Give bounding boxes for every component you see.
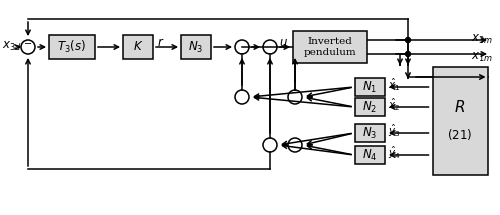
Text: $x_{1m}$: $x_{1m}$ (471, 51, 493, 64)
Text: $K$: $K$ (133, 40, 143, 54)
Bar (432, 67, 488, 175)
Text: $N_4$: $N_4$ (362, 147, 378, 163)
Text: $N_3$: $N_3$ (188, 39, 204, 55)
Text: $N_3$: $N_3$ (362, 125, 378, 141)
Text: $\hat{y}_4$: $\hat{y}_4$ (388, 145, 400, 161)
Text: $(21)$: $(21)$ (448, 127, 472, 143)
Bar (355, 146, 385, 164)
Bar (355, 124, 385, 142)
Text: $r$: $r$ (157, 35, 164, 49)
Text: $-$: $-$ (264, 48, 274, 57)
Bar (181, 35, 211, 59)
Text: $\hat{x}_2$: $\hat{x}_2$ (388, 97, 400, 113)
Text: $\hat{y}_3$: $\hat{y}_3$ (388, 123, 400, 139)
Text: $N_1$: $N_1$ (362, 80, 378, 95)
Text: $R$: $R$ (454, 99, 466, 115)
Text: $T_3(s)$: $T_3(s)$ (58, 39, 86, 55)
Text: $x_{3m}$: $x_{3m}$ (471, 32, 493, 46)
Text: $\hat{x}_1$: $\hat{x}_1$ (388, 77, 400, 93)
Text: Inverted
pendulum: Inverted pendulum (304, 37, 356, 57)
Text: $N_2$: $N_2$ (362, 100, 378, 115)
Circle shape (406, 37, 410, 43)
Text: $x_{3d}$: $x_{3d}$ (2, 39, 22, 52)
Text: $-$: $-$ (236, 48, 246, 57)
Bar (293, 31, 367, 63)
Bar (355, 98, 385, 116)
Bar (123, 35, 153, 59)
Text: $-$: $-$ (24, 37, 32, 46)
Circle shape (406, 52, 410, 57)
Bar (49, 35, 95, 59)
Text: $u$: $u$ (279, 35, 288, 49)
Bar (355, 78, 385, 96)
